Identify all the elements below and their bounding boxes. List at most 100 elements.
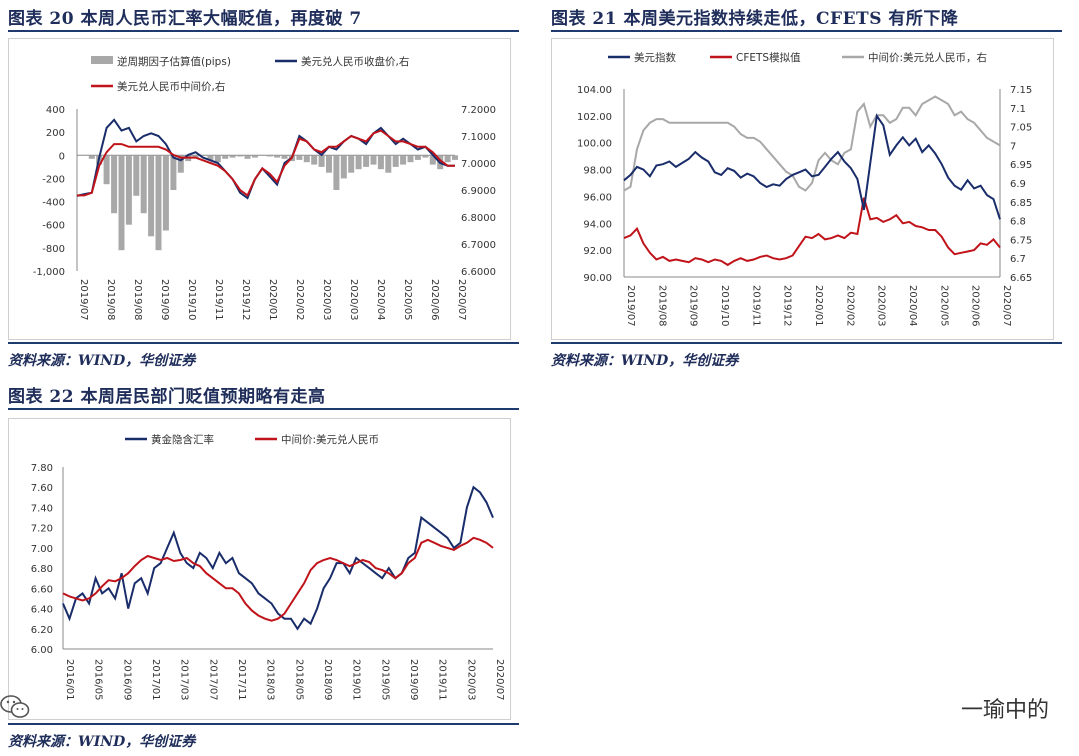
fig21-yright-tick-6: 6.85	[1010, 198, 1032, 209]
fig20-factor-bar-10	[148, 155, 155, 237]
fig20-x-tick-1: 2019/08	[105, 279, 116, 321]
fig20-legend-0-swatch	[91, 56, 113, 64]
fig22-title: 图表 22 本周居民部门贬值预期略有走高	[8, 387, 326, 407]
fig20-x-tick-5: 2019/11	[213, 279, 224, 321]
fig22-y-tick-5: 6.80	[31, 564, 53, 575]
fig21-source-rule	[551, 342, 1062, 344]
fig20-factor-bar-38	[355, 155, 362, 170]
fig22-mid-line	[62, 536, 494, 622]
fig21-yright-tick-7: 6.8	[1010, 217, 1026, 228]
fig20-x-tick-12: 2020/05	[402, 279, 413, 321]
fig20-factor-bar-43	[392, 155, 399, 167]
fig21-cfets-line	[623, 197, 1001, 267]
fig22-gold-line	[62, 485, 494, 631]
fig20-yright-tick-3: 6.9000	[461, 186, 496, 197]
fig21-yright-tick-8: 6.75	[1010, 235, 1032, 246]
fig20-factor-bar-48	[429, 155, 436, 165]
fig21-yleft-tick-6: 92.00	[583, 246, 612, 257]
fig21-dxy-line	[623, 113, 1001, 220]
fig22-legend-0-label: 黄金隐含汇率	[151, 433, 214, 446]
fig21-title-rule	[551, 30, 1062, 32]
fig20-x-tick-3: 2019/09	[159, 279, 170, 321]
fig21-yright-tick-3: 7	[1010, 141, 1016, 152]
fig21-x-tick-9: 2020/04	[907, 285, 918, 327]
fig21-mid-line	[623, 95, 1001, 192]
fig20-yleft-tick-1: 200	[46, 128, 65, 139]
fig21-x-tick-10: 2020/05	[938, 285, 949, 327]
fig22-y-tick-1: 7.60	[31, 483, 53, 494]
fig22-x-tick-14: 2020/03	[465, 659, 476, 701]
fig22-y-tick-7: 6.40	[31, 605, 53, 616]
fig21-x-tick-8: 2020/03	[876, 285, 887, 327]
fig20-x-tick-11: 2020/04	[375, 279, 386, 321]
fig22-x-tick-3: 2017/01	[150, 659, 161, 701]
fig20-factor-bar-5	[111, 155, 118, 214]
fig20-close-line	[76, 118, 455, 200]
fig21-x-tick-7: 2020/02	[844, 285, 855, 327]
fig22-source-rule	[8, 723, 519, 725]
fig20-factor-bar-51	[452, 155, 458, 160]
fig20-yleft-tick-0: 400	[46, 105, 65, 116]
fig20-legend-1-label: 美元兑人民币收盘价,右	[301, 55, 409, 68]
fig20-x-tick-0: 2019/07	[78, 279, 89, 321]
fig21-x-tick-0: 2019/07	[625, 285, 636, 327]
fig20-factor-bar-22	[237, 155, 244, 157]
fig20-yright-tick-6: 6.6000	[461, 267, 496, 278]
fig20-yright-tick-5: 6.7000	[461, 240, 496, 251]
fig20-yright-tick-2: 7.0000	[461, 159, 496, 170]
fig21-yleft-tick-4: 96.00	[583, 192, 612, 203]
fig20-yright-tick-4: 6.8000	[461, 213, 496, 224]
fig21-yleft-tick-5: 94.00	[583, 219, 612, 230]
fig20-x-tick-8: 2020/02	[294, 279, 305, 321]
fig20-factor-bar-44	[400, 155, 407, 165]
fig22-y-tick-0: 7.80	[31, 463, 53, 474]
fig20-title-rule	[8, 30, 519, 32]
fig20-factor-bar-40	[370, 155, 377, 165]
fig20-factor-bar-31	[303, 155, 310, 163]
fig21-yleft-tick-1: 102.00	[577, 112, 612, 123]
fig22-chart: 黄金隐含汇率 中间价:美元兑人民币 7.80 7.60 7.40 7.20 7.00 6.80…	[8, 418, 511, 720]
fig21-x-tick-1: 2019/08	[656, 285, 667, 327]
fig20-factor-bar-11	[155, 155, 162, 251]
fig22-x-tick-1: 2016/05	[93, 659, 104, 701]
fig22-y-tick-6: 6.60	[31, 584, 53, 595]
fig20-yleft-tick-2: 0	[59, 151, 65, 162]
fig21-yright-tick-2: 7.05	[1010, 123, 1032, 134]
fig20-factor-bar-47	[422, 155, 429, 158]
fig21-x-tick-6: 2020/01	[813, 285, 824, 327]
fig20-yleft-tick-5: -600	[42, 221, 65, 232]
fig22-x-tick-4: 2017/03	[179, 659, 190, 701]
fig21-x-tick-2: 2019/09	[688, 285, 699, 327]
fig20-factor-bar-42	[385, 155, 392, 173]
fig20-factor-bar-26	[266, 155, 273, 157]
fig20-factor-bar-45	[407, 155, 414, 163]
fig22-y-tick-3: 7.20	[31, 524, 53, 535]
fig20-yleft-tick-3: -200	[42, 174, 65, 185]
fig20-factor-bar-19	[214, 155, 221, 163]
fig20-yleft-tick-6: -800	[42, 244, 65, 255]
fig21-svg: 美元指数 CFETS模拟值 中间价:美元兑人民币，右 104.00 102.00 100.…	[577, 51, 1032, 327]
fig21-x-tick-5: 2019/12	[782, 285, 793, 327]
fig22-x-tick-6: 2017/11	[236, 659, 247, 701]
fig20-source-rule	[8, 342, 519, 344]
fig20-yright-tick-0: 7.2000	[461, 105, 496, 116]
fig21-yright-tick-10: 6.65	[1010, 273, 1032, 284]
fig20-factor-bar-39	[363, 155, 370, 167]
fig20-yleft-tick-7: -1,000	[33, 267, 65, 278]
fig20-factor-bar-2	[88, 155, 95, 159]
fig20-title: 图表 20 本周人民币汇率大幅贬值，再度破 7	[8, 9, 362, 29]
fig21-legend-2-label: 中间价:美元兑人民币，右	[868, 51, 987, 64]
fig21-yleft-tick-7: 90.00	[583, 273, 612, 284]
fig22-x-tick-12: 2019/09	[408, 659, 419, 701]
fig20-factor-bar-37	[348, 155, 355, 173]
fig21-yright-tick-4: 6.95	[1010, 160, 1032, 171]
watermark: 一瑜中的	[960, 698, 1049, 723]
fig21-yleft-tick-2: 100.00	[577, 139, 612, 150]
fig20-factor-bar-14	[177, 155, 184, 173]
fig20-x-tick-4: 2019/10	[186, 279, 197, 321]
fig20-factor-bar-20	[222, 155, 229, 159]
fig21-x-tick-3: 2019/10	[719, 285, 730, 327]
fig20-factor-bar-16	[192, 155, 199, 158]
fig20-factor-bar-27	[274, 155, 281, 158]
fig22-y-tick-2: 7.40	[31, 503, 53, 514]
